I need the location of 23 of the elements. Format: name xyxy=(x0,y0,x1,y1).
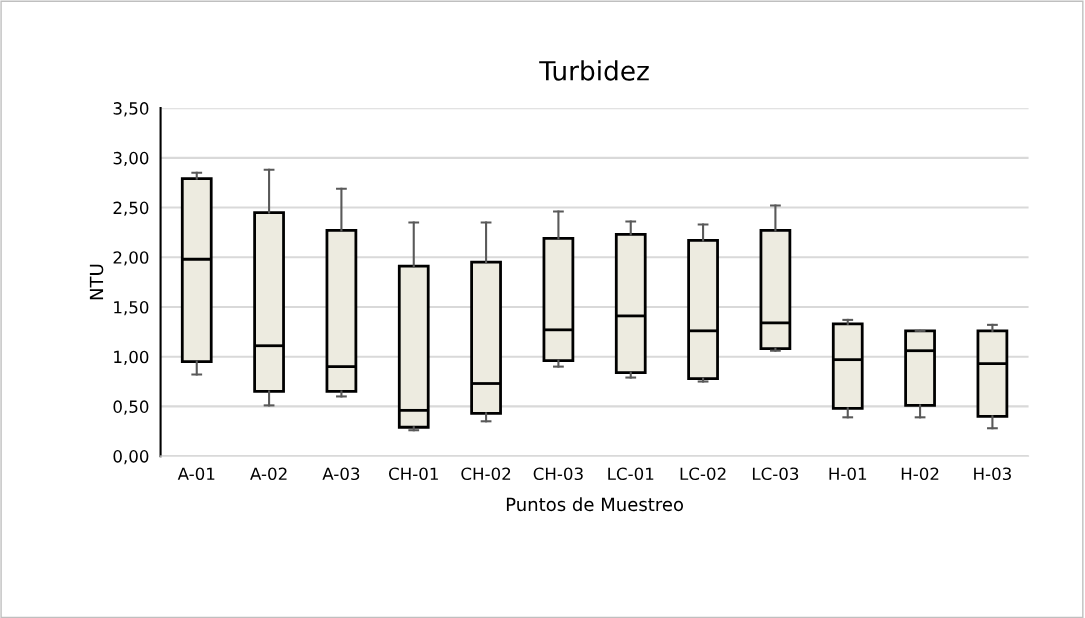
x-tick-label: H-03 xyxy=(974,467,1011,481)
x-tick-label: H-01 xyxy=(829,467,867,481)
y-tick-label: 0,50 xyxy=(113,400,149,415)
chart-title: Turbidez xyxy=(539,60,649,81)
x-tick-label: CH-01 xyxy=(388,467,438,481)
y-tick-label: 2,00 xyxy=(113,251,149,266)
y-tick-label: 1,00 xyxy=(114,350,149,365)
x-tick-label: A-01 xyxy=(177,467,215,481)
x-tick-label: A-02 xyxy=(250,467,287,481)
y-tick-label: 1,50 xyxy=(114,300,149,316)
x-tick-label: LC-03 xyxy=(752,467,799,481)
x-tick-label: LC-01 xyxy=(608,467,654,481)
y-tick-label: 2,50 xyxy=(113,201,149,216)
y-tick-label: 3,00 xyxy=(113,151,149,167)
y-tick-label: 3,50 xyxy=(113,102,149,117)
x-axis-title: Puntos de Muestreo xyxy=(506,497,684,512)
x-tick-label: A-03 xyxy=(322,467,360,481)
x-tick-label: CH-03 xyxy=(533,467,583,481)
y-tick-label: 0,00 xyxy=(113,450,149,465)
x-tick-label: CH-02 xyxy=(461,467,511,481)
x-tick-label: H-02 xyxy=(901,467,939,481)
y-axis-title: NTU xyxy=(89,264,104,300)
x-tick-label: LC-02 xyxy=(680,467,726,481)
